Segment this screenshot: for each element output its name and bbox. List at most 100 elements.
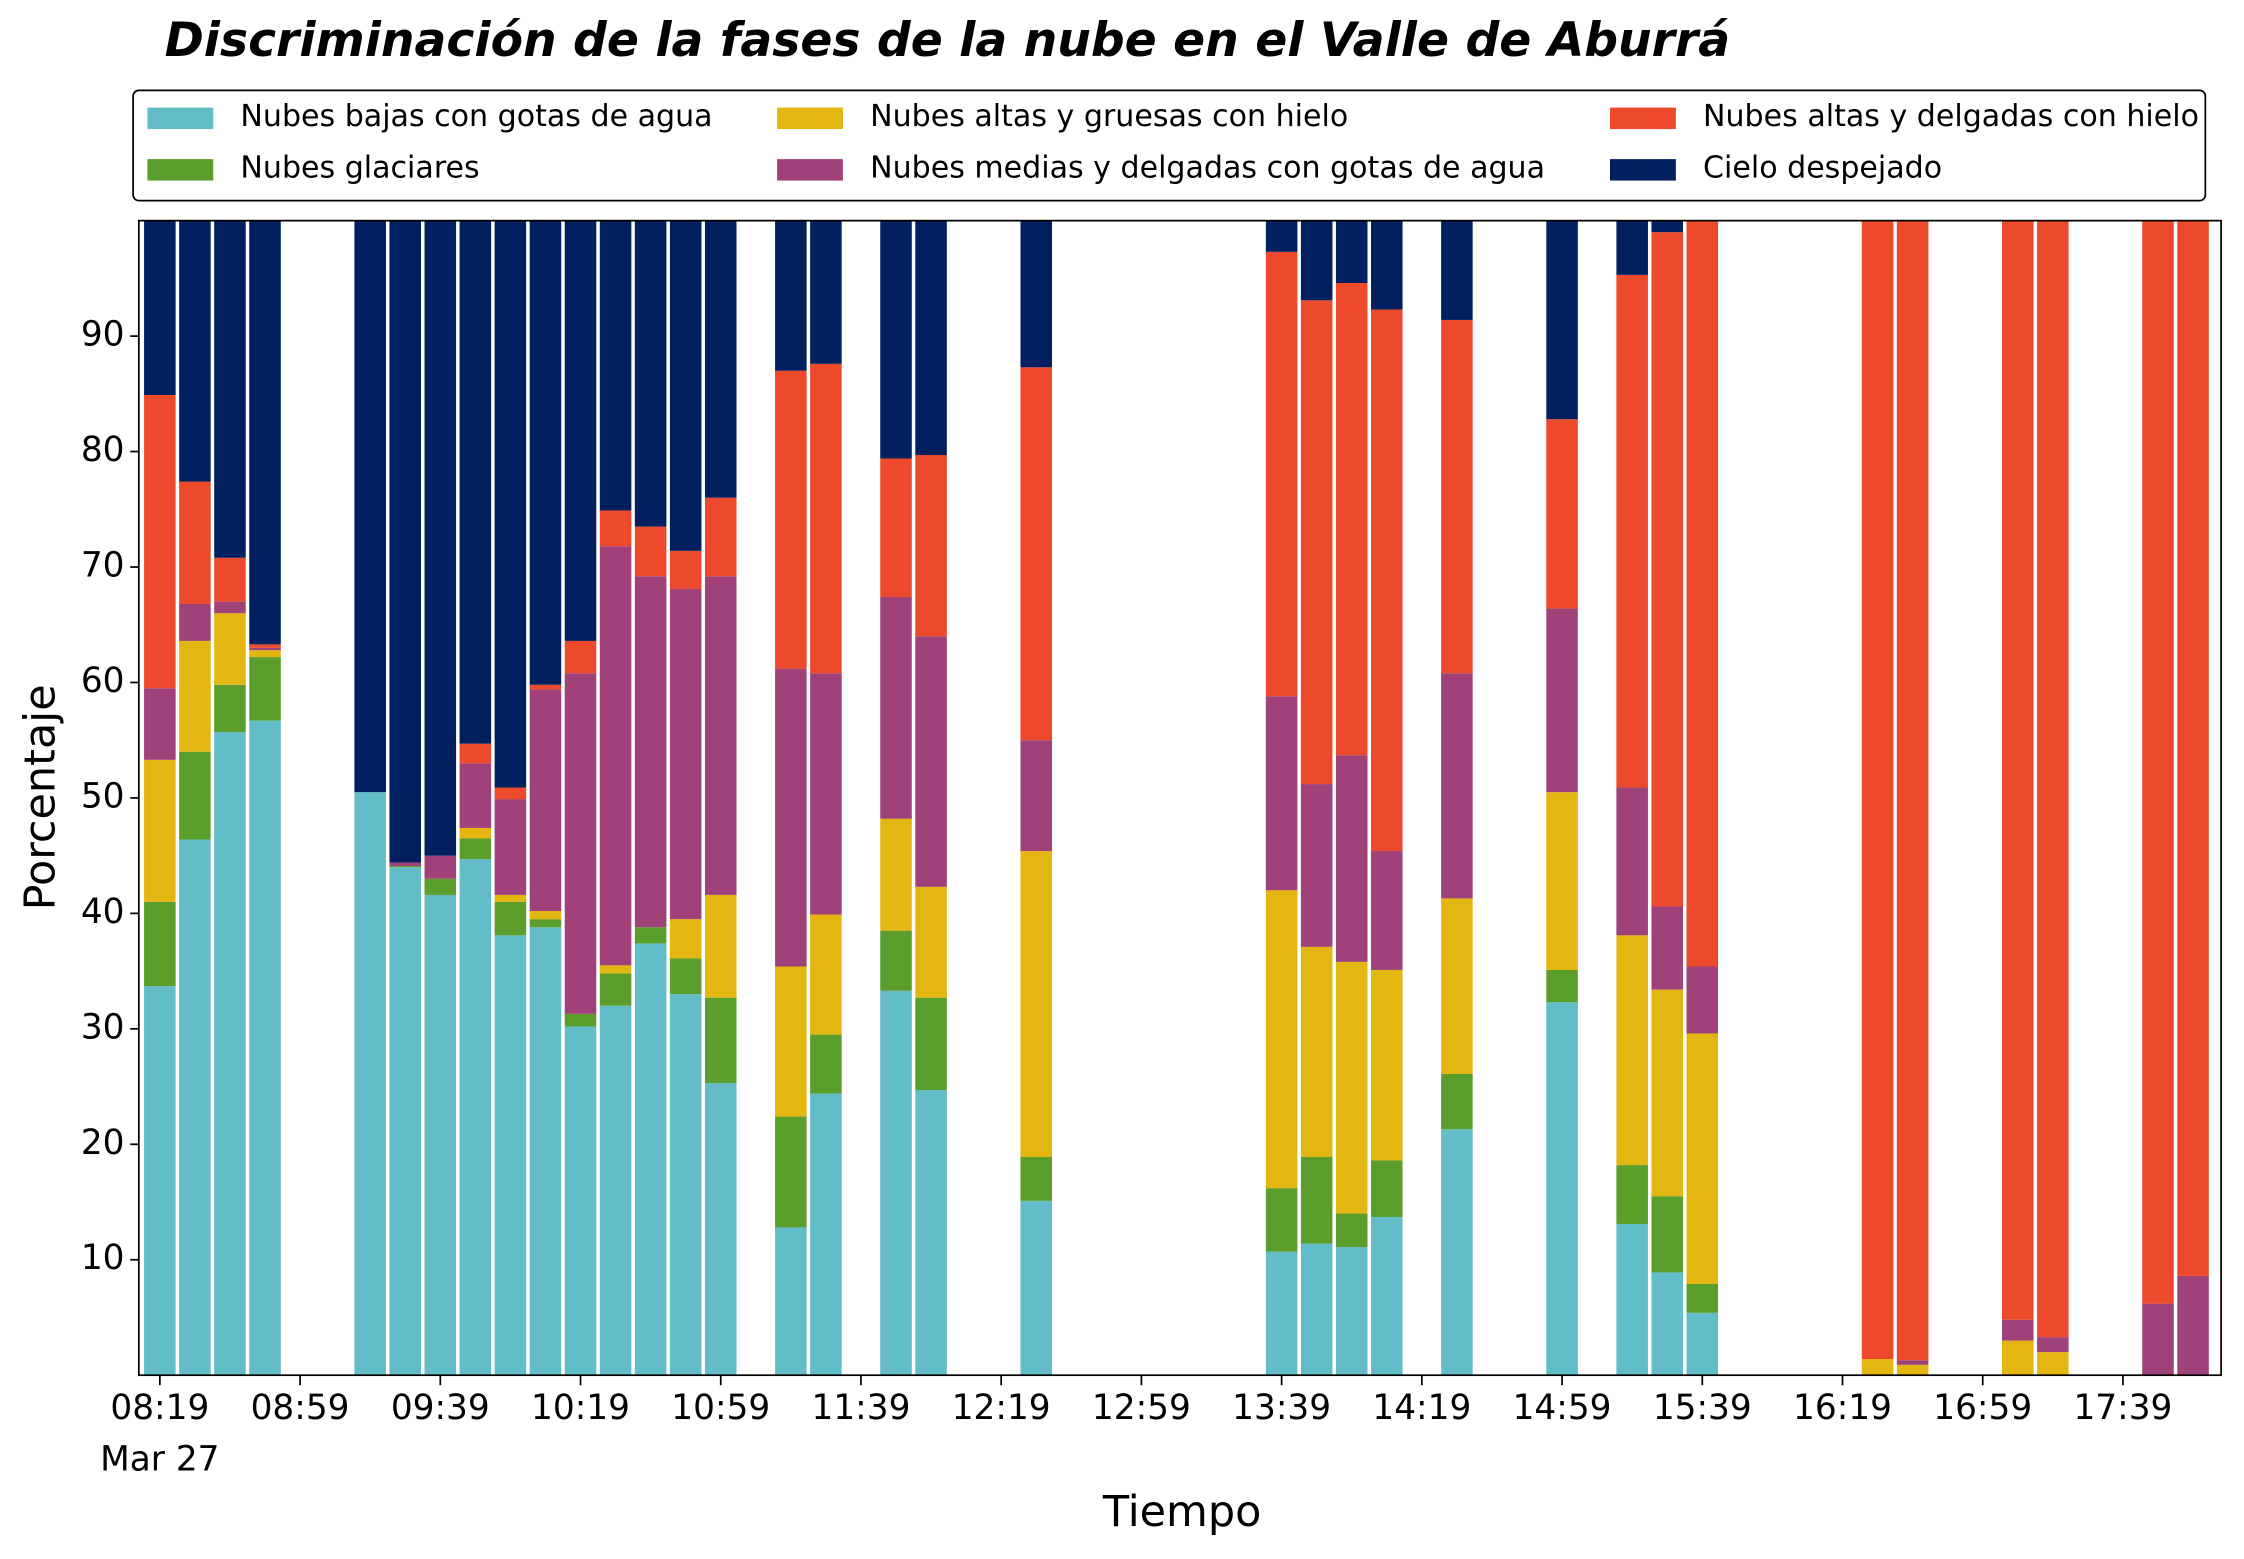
y-tick-label: 60 [81, 661, 125, 701]
y-tick-label: 20 [81, 1123, 125, 1163]
bar-segment [2037, 1352, 2069, 1376]
legend-label: Nubes altas y delgadas con hielo [1703, 99, 2199, 134]
bar-segment [494, 799, 527, 895]
bar-segment [1020, 851, 1053, 1157]
x-date-label: Mar 27 [100, 1440, 219, 1480]
x-tick-label: 09:39 [391, 1388, 490, 1428]
bar-segment [249, 220, 281, 645]
bar-segment [1335, 282, 1368, 756]
bar-segment [424, 894, 457, 1376]
bar-segment [1686, 966, 1719, 1034]
legend-swatch [147, 159, 214, 181]
bar-segment [1300, 220, 1333, 301]
y-tick-label: 80 [81, 430, 125, 470]
bar-segment [144, 688, 176, 760]
y-tick-label: 50 [81, 776, 125, 816]
bar-segment [634, 576, 667, 928]
bar-segment [424, 220, 457, 856]
bar-segment [1371, 1217, 1403, 1376]
x-tick-label: 14:59 [1513, 1388, 1612, 1428]
bar-segment [1546, 608, 1578, 793]
chart-title: Discriminación de la fases de la nube en… [165, 13, 1731, 68]
legend-box [132, 89, 2207, 202]
bar-segment [669, 958, 702, 995]
legend-swatch [777, 159, 843, 181]
legend-label: Nubes altas y gruesas con hielo [870, 99, 1348, 134]
bar-segment [775, 1227, 807, 1376]
bar-segment [915, 886, 947, 998]
bar-segment [564, 673, 597, 1014]
bar-segment [1861, 220, 1894, 1360]
bar-segment [775, 1116, 807, 1228]
x-tick-label: 11:39 [811, 1388, 910, 1428]
bar-segment [704, 1083, 737, 1376]
bar-segment [459, 763, 492, 828]
bar-segment [389, 867, 422, 1376]
legend-swatch [147, 107, 214, 130]
bar-segment [599, 1005, 632, 1376]
bar-segment [564, 640, 597, 674]
bar-segment [1371, 969, 1403, 1161]
bar-segment [1265, 890, 1298, 1189]
bar-segment [880, 458, 912, 598]
bar-segment [1651, 232, 1684, 907]
bar-segment [2037, 1337, 2069, 1353]
bar-segment [494, 901, 527, 936]
bar-segment [1441, 1129, 1473, 1376]
bar-segment [214, 220, 246, 558]
bar-segment [1546, 1002, 1578, 1376]
x-tick-label: 08:59 [251, 1388, 350, 1428]
bar-segment [1300, 946, 1333, 1157]
bar-segment [775, 220, 807, 371]
bar-segment [1020, 1200, 1053, 1376]
bar-segment [599, 965, 632, 974]
bar-segment [214, 601, 246, 614]
x-tick-label: 13:39 [1232, 1388, 1331, 1428]
bar-segment [1335, 755, 1368, 962]
bar-segment [1371, 851, 1403, 970]
bar-segment [179, 603, 211, 641]
bar-segment [2142, 220, 2174, 1304]
bar-segment [704, 497, 737, 577]
x-tick-label: 08:19 [110, 1388, 209, 1428]
bar-segment [880, 220, 912, 459]
bar-segment [1546, 792, 1578, 970]
bar-segment [354, 220, 386, 793]
bar-segment [1371, 1160, 1403, 1218]
bar-segment [915, 220, 947, 456]
bar-segment [144, 759, 176, 902]
bar-segment [669, 550, 702, 589]
bar-segment [1441, 673, 1473, 899]
bar-segment [1651, 1196, 1684, 1273]
bar-segment [249, 720, 281, 1376]
bar-segment [810, 1034, 842, 1094]
bar-segment [179, 839, 211, 1376]
bar-segment [704, 576, 737, 895]
bar-segment [1651, 989, 1684, 1197]
bar-segment [214, 684, 246, 733]
bar-segment [2142, 1303, 2174, 1376]
bar-segment [1371, 220, 1403, 310]
bar-segment [144, 220, 176, 395]
bar-segment [1686, 1283, 1719, 1313]
bar-segment [669, 994, 702, 1376]
bar-segment [880, 818, 912, 931]
bar-segment [634, 526, 667, 577]
bar-segment [1441, 1073, 1473, 1130]
bar-segment [1616, 935, 1648, 1166]
bar-segment [1651, 220, 1684, 233]
x-tick-label: 12:19 [952, 1388, 1051, 1428]
bar-segment [669, 919, 702, 959]
bar-segment [775, 370, 807, 669]
bar-segment [354, 792, 386, 1376]
bar-segment [2177, 1275, 2209, 1376]
bar-segment [179, 751, 211, 840]
y-tick-label: 40 [81, 892, 125, 932]
bar-segment [2002, 220, 2034, 1320]
bar-segment [1020, 220, 1053, 368]
bar-segment [880, 990, 912, 1376]
bar-segment [1300, 784, 1333, 947]
x-tick-label: 10:59 [671, 1388, 770, 1428]
bar-segment [144, 394, 176, 689]
